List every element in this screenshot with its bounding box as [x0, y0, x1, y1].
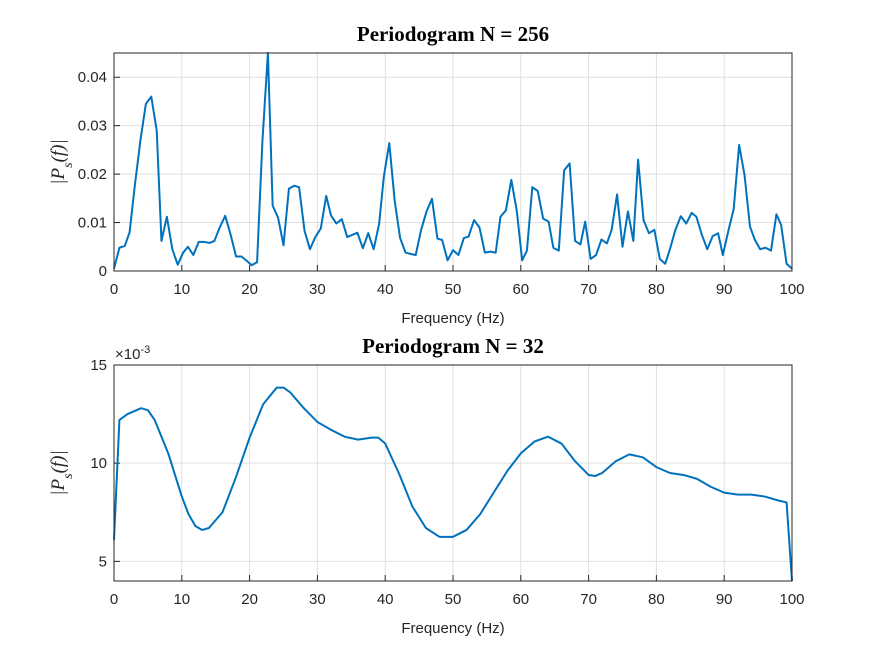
y-axis-label-part: (f)|: [48, 450, 69, 473]
x-tick-label: 80: [648, 281, 665, 298]
chart-title: Periodogram N = 256: [357, 22, 549, 46]
y-axis-label-part: (f)|: [48, 139, 69, 162]
axes-box: [113, 52, 793, 272]
x-axis-label: Frequency (Hz): [401, 310, 504, 327]
x-tick-label: 0: [110, 591, 118, 608]
y-axis-label: |Ps(f)|: [48, 450, 76, 495]
x-tick-label: 20: [241, 281, 258, 298]
x-tick-label: 70: [580, 281, 597, 298]
x-tick-label: 80: [648, 591, 665, 608]
x-tick-label: 60: [512, 281, 529, 298]
y-axis-label-part: s: [61, 162, 76, 168]
x-tick-label: 90: [716, 591, 733, 608]
y-axis-label-part: |P: [48, 479, 69, 496]
y-tick-label: 0.04: [78, 69, 107, 86]
y-tick-label: 0.01: [78, 215, 107, 232]
x-tick-label: 30: [309, 281, 326, 298]
y-tick-label: 5: [99, 553, 107, 570]
y-tick-label: 0.03: [78, 118, 107, 135]
axes-box: [113, 364, 793, 582]
y-axis-label: |Ps(f)|: [48, 139, 76, 184]
x-tick-label: 90: [716, 281, 733, 298]
y-exponent-power: -3: [140, 344, 150, 356]
x-tick-label: 0: [110, 281, 118, 298]
x-tick-label: 50: [445, 281, 462, 298]
x-tick-label: 40: [377, 591, 394, 608]
x-axis-label: Frequency (Hz): [401, 620, 504, 637]
x-tick-label: 60: [512, 591, 529, 608]
x-tick-label: 40: [377, 281, 394, 298]
x-tick-label: 20: [241, 591, 258, 608]
y-exponent: ×10-3: [115, 344, 150, 363]
x-tick-label: 50: [445, 591, 462, 608]
y-tick-label: 15: [90, 357, 107, 374]
y-axis-label-part: |P: [48, 168, 69, 185]
data-line: [113, 386, 793, 582]
y-axis-label-part: s: [61, 473, 76, 479]
y-tick-label: 0: [99, 263, 107, 280]
x-tick-label: 10: [173, 591, 190, 608]
x-tick-label: 10: [173, 281, 190, 298]
y-tick-label: 10: [90, 455, 107, 472]
x-tick-label: 30: [309, 591, 326, 608]
x-tick-label: 100: [779, 591, 804, 608]
data-line: [113, 52, 793, 270]
x-tick-label: 100: [779, 281, 804, 298]
y-tick-label: 0.02: [78, 166, 107, 183]
chart-title: Periodogram N = 32: [362, 334, 544, 358]
y-exponent-base: ×10: [115, 346, 140, 363]
x-tick-label: 70: [580, 591, 597, 608]
